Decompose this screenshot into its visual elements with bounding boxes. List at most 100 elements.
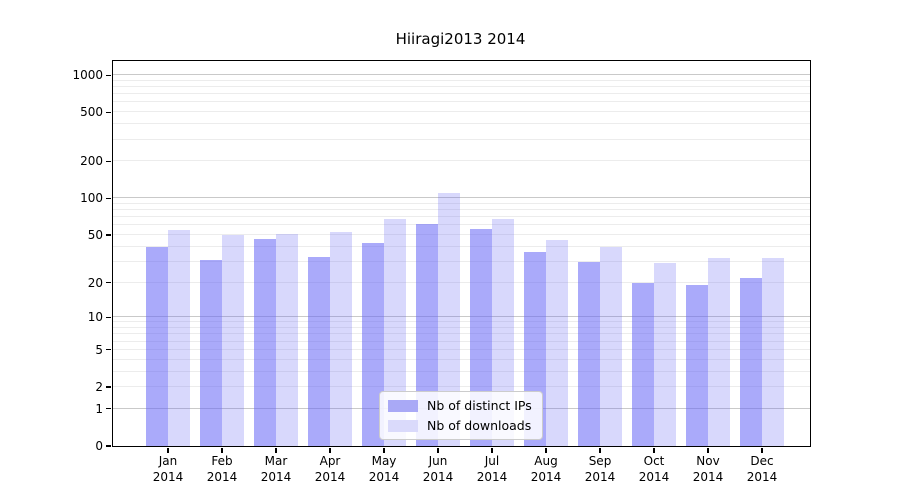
x-tick-year: 2014 (368, 470, 400, 484)
x-tick-month: Apr (319, 454, 341, 468)
y-tick-label: 200 (80, 154, 103, 169)
y-tick-label: 1000 (72, 68, 103, 83)
y-tick-mark (106, 160, 111, 162)
x-tick-mark (437, 448, 439, 454)
minor-gridline (113, 111, 810, 113)
minor-gridline (113, 79, 810, 81)
minor-gridline (113, 233, 810, 235)
bar-nov-distinct-ips (686, 285, 708, 446)
x-tick-mark (599, 448, 601, 454)
minor-gridline (113, 209, 810, 211)
x-tick-month: Jul (484, 454, 500, 468)
bar-feb-distinct-ips (200, 259, 222, 446)
x-tick-year: 2014 (638, 470, 670, 484)
x-tick-year: 2014 (530, 470, 562, 484)
x-tick-mark (221, 448, 223, 454)
x-tick-label: Feb 2014 (195, 453, 249, 485)
minor-gridline (113, 321, 810, 323)
y-tick-label: 10 (87, 310, 103, 325)
x-tick-month: Nov (696, 454, 720, 468)
minor-gridline (113, 386, 810, 388)
minor-gridline (113, 260, 810, 262)
bar-jun-downloads (438, 193, 460, 446)
y-tick-label: 0 (95, 439, 103, 453)
bar-apr-downloads (330, 231, 352, 446)
bar-dec-downloads (762, 258, 784, 446)
bar-jul-downloads (492, 218, 514, 446)
x-tick-label: Jan 2014 (141, 453, 195, 485)
bar-oct-downloads (654, 263, 676, 446)
x-tick-mark (707, 448, 709, 454)
minor-gridline (113, 160, 810, 162)
bar-mar-downloads (276, 233, 298, 446)
x-tick-label: Apr 2014 (303, 453, 357, 485)
x-tick-mark (545, 448, 547, 454)
chart-title: Hiiragi2013 2014 (395, 30, 526, 48)
x-tick-mark (167, 448, 169, 454)
minor-gridline (113, 101, 810, 103)
x-tick-mark (761, 448, 763, 454)
minor-gridline (113, 333, 810, 335)
x-tick-label: Dec 2014 (735, 453, 789, 485)
major-gridline (113, 74, 810, 76)
x-tick-label: Sep 2014 (573, 453, 627, 485)
y-tick-mark (106, 197, 111, 199)
x-tick-month: Dec (750, 454, 774, 468)
x-tick-year: 2014 (584, 470, 616, 484)
x-tick-year: 2014 (206, 470, 238, 484)
x-tick-label: Nov 2014 (681, 453, 735, 485)
minor-gridline (113, 370, 810, 372)
y-tick-label: 100 (80, 191, 103, 206)
bar-mar-distinct-ips (254, 239, 276, 446)
x-tick-mark (383, 448, 385, 454)
major-gridline (113, 316, 810, 318)
x-tick-label: Aug 2014 (519, 453, 573, 485)
bar-feb-downloads (222, 234, 244, 446)
y-tick-mark (106, 349, 111, 351)
x-tick-month: Aug (534, 454, 558, 468)
x-tick-label: Jul 2014 (465, 453, 519, 485)
legend-label-distinct-ips: Nb of distinct IPs (427, 398, 532, 413)
minor-gridline (113, 138, 810, 140)
x-tick-mark (653, 448, 655, 454)
x-tick-label: Oct 2014 (627, 453, 681, 485)
legend-swatch-downloads (388, 419, 418, 432)
x-tick-label: Mar 2014 (249, 453, 303, 485)
y-tick-mark (106, 316, 111, 318)
bar-dec-distinct-ips (740, 277, 762, 446)
bar-jun-distinct-ips (416, 223, 438, 446)
minor-gridline (113, 123, 810, 125)
y-tick-mark (106, 234, 111, 236)
minor-gridline (113, 245, 810, 247)
x-tick-year: 2014 (260, 470, 292, 484)
x-tick-label: May 2014 (357, 453, 411, 485)
bar-sep-downloads (600, 246, 622, 446)
y-tick-mark (106, 111, 111, 113)
x-tick-mark (275, 448, 277, 454)
x-tick-mark (491, 448, 493, 454)
x-tick-year: 2014 (314, 470, 346, 484)
x-tick-year: 2014 (476, 470, 508, 484)
x-tick-year: 2014 (692, 470, 724, 484)
bar-jan-downloads (168, 229, 190, 446)
y-tick-label: 1 (95, 401, 103, 416)
bar-jan-distinct-ips (146, 246, 168, 446)
minor-gridline (113, 86, 810, 88)
x-tick-label: Jun 2014 (411, 453, 465, 485)
bar-may-distinct-ips (362, 242, 384, 446)
x-tick-month: Oct (643, 454, 665, 468)
legend: Nb of distinct IPs Nb of downloads (379, 391, 543, 440)
legend-label-downloads: Nb of downloads (427, 418, 532, 433)
x-tick-month: Jun (428, 454, 448, 468)
y-tick-label: 2 (95, 380, 103, 395)
bar-oct-distinct-ips (632, 282, 654, 446)
x-tick-year: 2014 (152, 470, 184, 484)
y-tick-mark (106, 408, 111, 410)
legend-item-distinct-ips: Nb of distinct IPs (388, 398, 532, 413)
x-tick-month: Sep (588, 454, 612, 468)
plot-area: Nb of distinct IPs Nb of downloads 0 1 2 5 1… (72, 60, 811, 484)
x-tick-year: 2014 (746, 470, 778, 484)
minor-gridline (113, 224, 810, 226)
x-tick-year: 2014 (422, 470, 454, 484)
minor-gridline (113, 340, 810, 342)
